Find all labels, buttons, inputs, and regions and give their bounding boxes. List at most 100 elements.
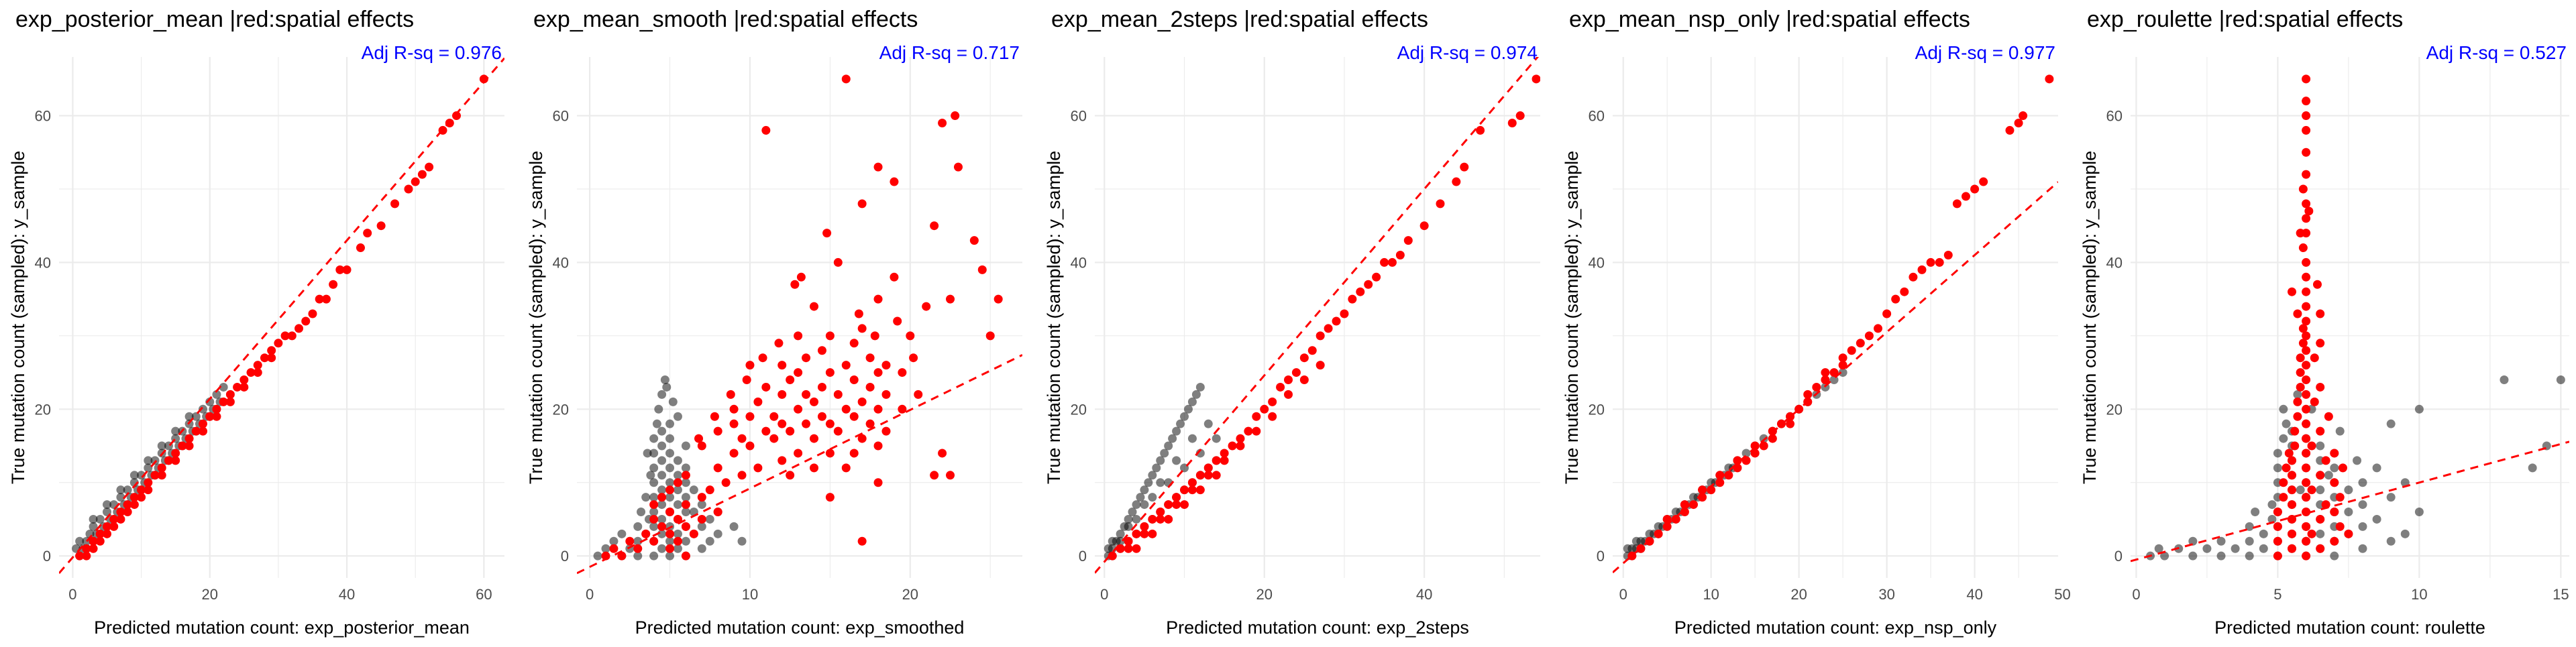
point-spatial	[1532, 74, 1540, 84]
point-other	[1187, 397, 1197, 406]
point-spatial	[342, 265, 352, 274]
point-other	[697, 500, 706, 510]
point-spatial	[2302, 522, 2311, 531]
point-spatial	[1276, 382, 1285, 392]
point-other	[157, 441, 166, 451]
point-other	[681, 478, 690, 487]
point-spatial	[1324, 324, 1333, 333]
point-other	[123, 485, 132, 495]
point-spatial	[2310, 397, 2319, 406]
point-spatial	[794, 368, 803, 377]
point-spatial	[2293, 412, 2302, 421]
point-spatial	[742, 375, 751, 385]
point-other	[652, 419, 661, 428]
point-spatial	[267, 346, 276, 355]
point-spatial	[2302, 434, 2311, 443]
point-other	[649, 463, 659, 473]
point-spatial	[1821, 368, 1830, 377]
point-spatial	[705, 485, 714, 495]
point-spatial	[794, 449, 803, 458]
x-tick-label: 40	[1416, 586, 1432, 603]
point-spatial	[171, 449, 180, 458]
point-spatial	[873, 294, 883, 304]
point-spatial	[753, 463, 763, 473]
point-spatial	[1364, 280, 1373, 289]
point-spatial	[930, 221, 939, 231]
point-spatial	[1943, 250, 1953, 259]
point-other	[2316, 441, 2325, 451]
point-spatial	[225, 390, 235, 399]
point-other	[633, 522, 643, 531]
point-other	[2330, 463, 2339, 473]
point-spatial	[2302, 287, 2311, 296]
point-spatial	[335, 265, 345, 274]
point-other	[657, 441, 667, 451]
point-spatial	[184, 441, 194, 451]
point-spatial	[123, 508, 132, 517]
point-other	[1156, 456, 1165, 465]
point-spatial	[2302, 508, 2311, 517]
adj-rsq-label: Adj R-sq = 0.527	[2426, 42, 2567, 63]
point-other	[705, 536, 714, 546]
gridlines	[59, 57, 504, 578]
point-spatial	[2290, 441, 2300, 451]
point-spatial	[1348, 294, 1357, 304]
y-tick-label: 0	[2114, 548, 2123, 565]
point-spatial	[710, 412, 719, 421]
point-spatial	[75, 551, 85, 561]
point-other	[1183, 404, 1193, 414]
point-other	[665, 493, 675, 502]
point-spatial	[649, 536, 659, 546]
point-spatial	[1244, 426, 1253, 436]
point-other	[649, 478, 659, 487]
point-spatial	[1252, 426, 1261, 436]
point-spatial	[697, 441, 706, 451]
point-spatial	[178, 441, 187, 451]
point-spatial	[890, 272, 899, 282]
panel-4: 0 10 20 30 40 50 0 20 40 60 exp_mean_nsp_only |red…	[1562, 7, 2071, 638]
point-spatial	[841, 404, 851, 414]
x-tick-label: 10	[2411, 586, 2427, 603]
adj-rsq-label: Adj R-sq = 0.977	[1915, 42, 2055, 63]
point-other	[2251, 508, 2260, 517]
fit-line	[1613, 181, 2058, 574]
point-spatial	[609, 544, 619, 553]
point-spatial	[617, 551, 627, 561]
point-spatial	[857, 434, 867, 443]
series-red	[75, 74, 488, 561]
chart-title: exp_mean_nsp_only |red:spatial effects	[1569, 7, 1970, 32]
point-other	[697, 522, 706, 531]
x-axis-title: Predicted mutation count: exp_posterior_…	[94, 617, 470, 638]
point-other	[649, 434, 659, 443]
point-other	[737, 536, 747, 546]
series-black	[2146, 375, 2565, 561]
point-spatial	[2298, 243, 2308, 253]
point-spatial	[745, 412, 755, 421]
point-spatial	[2307, 441, 2316, 451]
fit-line	[59, 57, 504, 574]
point-spatial	[649, 514, 659, 524]
point-spatial	[253, 361, 262, 370]
point-spatial	[184, 434, 194, 443]
point-other	[1191, 390, 1201, 399]
point-spatial	[737, 434, 747, 443]
point-spatial	[363, 229, 372, 238]
x-tick-label: 10	[1703, 586, 1719, 603]
point-spatial	[2290, 426, 2300, 436]
point-spatial	[123, 500, 132, 510]
point-spatial	[2302, 125, 2311, 135]
point-spatial	[697, 493, 706, 502]
point-spatial	[673, 536, 682, 546]
y-tick-label: 0	[1079, 548, 1087, 565]
point-spatial	[1156, 514, 1165, 524]
point-spatial	[802, 390, 811, 399]
point-spatial	[1268, 397, 1277, 406]
point-spatial	[737, 471, 747, 480]
point-spatial	[1403, 236, 1413, 245]
point-other	[2296, 485, 2305, 495]
y-tick-label: 20	[2106, 401, 2123, 418]
point-other	[2372, 463, 2381, 473]
x-tick-label: 60	[476, 586, 492, 603]
point-spatial	[857, 324, 867, 333]
point-other	[689, 485, 698, 495]
